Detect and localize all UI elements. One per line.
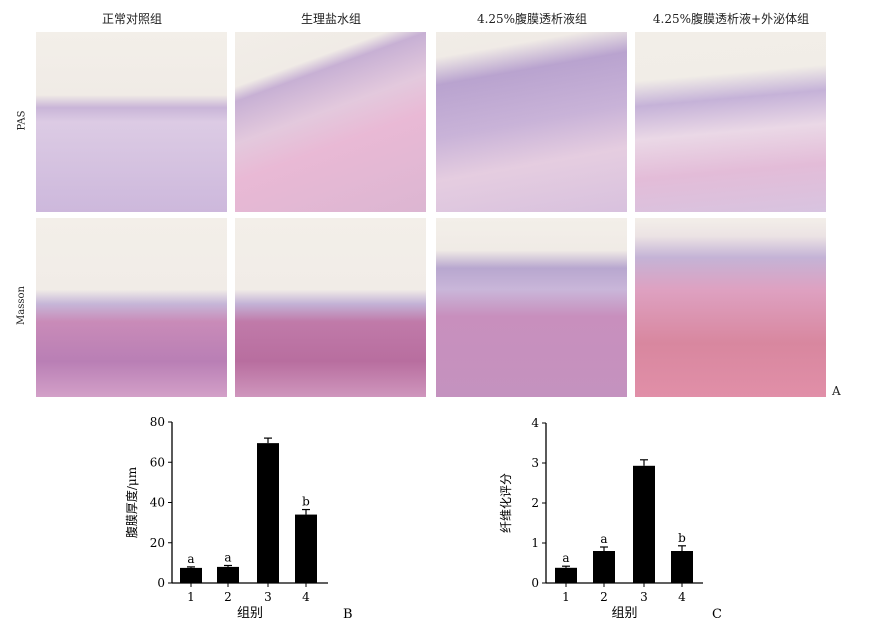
y-tick-label: 4	[531, 416, 539, 430]
significance-label: a	[562, 551, 569, 565]
x-tick-label: 3	[264, 590, 272, 604]
panel-label-a: A	[832, 384, 841, 398]
y-tick-label: 3	[531, 456, 539, 470]
bar-group-2	[593, 551, 615, 583]
column-title-saline: 生理盐水组	[300, 12, 361, 26]
significance-label: a	[224, 550, 231, 564]
y-tick-label: 1	[531, 536, 539, 550]
column-title-normal: 正常对照组	[101, 12, 162, 26]
y-tick-label: 80	[150, 415, 165, 429]
bar-group-3	[633, 465, 655, 583]
bar-group-1	[555, 567, 577, 583]
bar-group-1	[180, 567, 202, 583]
pas-image-pd-exosome	[635, 32, 826, 212]
y-tick-label: 60	[150, 455, 165, 469]
y-tick-label: 0	[157, 576, 165, 590]
pas-image-pd	[436, 32, 627, 212]
y-tick-label: 2	[531, 496, 539, 510]
x-tick-label: 1	[187, 590, 195, 604]
bar-group-2	[217, 566, 239, 583]
x-axis-label: 组别	[611, 606, 637, 621]
masson-image-pd	[436, 218, 627, 397]
x-tick-label: 4	[678, 590, 686, 604]
bar-group-3	[257, 443, 279, 583]
panel-label: B	[343, 607, 353, 622]
x-tick-label: 3	[640, 590, 648, 604]
y-tick-label: 0	[531, 576, 539, 590]
significance-label: b	[302, 495, 310, 509]
column-title-pd-exosome: 4.25%腹膜透析液+外泌体组	[652, 12, 810, 26]
masson-image-saline	[235, 218, 426, 397]
bar-group-4	[295, 514, 317, 583]
y-tick-label: 40	[150, 496, 165, 510]
y-axis-label: 腹膜厚度/μm	[124, 466, 139, 538]
x-axis-label: 组别	[237, 606, 263, 621]
x-tick-label: 2	[600, 590, 608, 604]
x-tick-label: 4	[302, 590, 310, 604]
x-tick-label: 2	[224, 590, 232, 604]
x-tick-label: 1	[562, 590, 570, 604]
masson-image-pd-exosome	[635, 218, 826, 397]
significance-label: b	[678, 531, 686, 545]
y-tick-label: 20	[150, 536, 165, 550]
pas-image-normal	[36, 32, 227, 212]
pas-image-saline	[235, 32, 426, 212]
column-title-pd: 4.25%腹膜透析液组	[476, 12, 588, 26]
panel-label: C	[712, 607, 722, 622]
significance-label: a	[187, 552, 194, 566]
bar-group-4	[671, 551, 693, 583]
masson-image-normal	[36, 218, 227, 397]
y-axis-label: 纤维化评分	[499, 473, 513, 533]
significance-label: a	[600, 532, 607, 546]
